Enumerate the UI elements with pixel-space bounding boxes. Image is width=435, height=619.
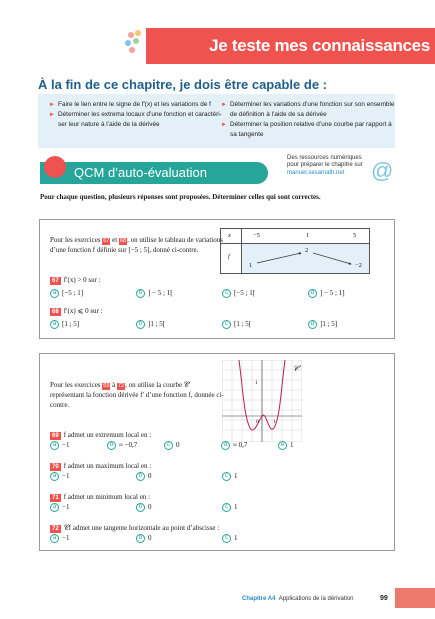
qcm-intro: Pour chaque question, plusieurs réponses…: [40, 193, 321, 201]
qcm-title: QCM d’auto-évaluation: [74, 165, 207, 180]
question-70: 70 f admet un maximum local en :: [50, 462, 152, 471]
resources-note: Des ressources numériques pour préparer …: [287, 155, 367, 177]
question-68: 68 f′(x) ⩽ 0 sur :: [50, 307, 103, 316]
option-69-d[interactable]: d ≈ 0,7: [221, 440, 247, 450]
qcm-circle-icon: [44, 156, 66, 178]
option-67-d[interactable]: d] − 5 ; 1]: [308, 288, 345, 298]
footer-chapter: Chapitre A4 Applications de la dérivatio…: [242, 596, 354, 602]
option-70-a[interactable]: a −1: [50, 471, 69, 481]
question-71: 71 f admet un minimum local en :: [50, 493, 151, 502]
objective-item: ► Déterminer les extrema locaux d’une fon…: [49, 111, 222, 118]
graph-origin: 0: [256, 419, 259, 425]
option-67-b[interactable]: b] − 5 ; 1[: [136, 288, 173, 298]
objective-item-cont: ser leur nature à l’aide de la dérivée: [58, 121, 160, 128]
objective-item-cont: de définition à l’aide de sa dérivée: [230, 111, 327, 118]
question-69: 69 f admet un extremum local en :: [50, 431, 152, 440]
footer-tab: [395, 588, 435, 608]
option-72-a[interactable]: a −1: [50, 533, 69, 543]
option-68-d[interactable]: d]1 ; 5]: [308, 319, 337, 329]
table-x-value: 1: [306, 232, 310, 239]
objective-item-cont: sa tangente: [230, 131, 264, 138]
option-68-c[interactable]: c [1 ; 5[: [222, 319, 251, 329]
table-f-value: −2: [355, 262, 362, 269]
exercise-box-69-72: Pour les exercices 69 à 72, on utilise l…: [39, 353, 395, 551]
decor-dots: [122, 28, 146, 64]
table-x-label: x: [228, 232, 231, 239]
question-72: 72 𝒞f admet une tangente horizontale au p…: [50, 524, 220, 533]
option-68-b[interactable]: b]1 ; 5[: [136, 319, 165, 329]
curve-label: 𝒞′: [293, 364, 301, 373]
resources-link[interactable]: manuel.sesamath.net: [287, 169, 345, 176]
derivative-graph: [222, 360, 302, 442]
page-title: Je teste mes connaissances: [209, 36, 430, 55]
option-67-c[interactable]: c [−5 ; 1[: [222, 288, 255, 298]
option-67-a[interactable]: a [−5 ; 1]: [50, 288, 83, 298]
objectives-box: ► Faire le lien entre le signe de f′(x) e…: [38, 94, 395, 148]
variation-arrows: [256, 252, 352, 265]
objective-item: ► Faire le lien entre le signe de f′(x) e…: [49, 101, 211, 108]
qcm-heading-bar: [40, 162, 268, 184]
option-71-a[interactable]: a −1: [50, 502, 69, 512]
table-f-label: f: [228, 253, 230, 260]
option-68-a[interactable]: a [1 ; 5]: [50, 319, 79, 329]
table-x-value: −5: [253, 232, 260, 239]
variation-table: x −5 1 5 f 1 2 −2: [220, 228, 370, 274]
at-icon: @: [371, 158, 394, 183]
question-67: 67 f′(x) > 0 sur :: [50, 276, 101, 285]
exercise-intro-text: Pour les exercices 69 à 72, on utilise l…: [50, 381, 224, 409]
graph-y-tick: 1: [255, 380, 258, 386]
table-x-value: 5: [353, 232, 357, 239]
table-f-value: 2: [305, 247, 309, 254]
graph-x-tick: 1: [273, 419, 276, 425]
option-69-a[interactable]: a −1: [50, 440, 69, 450]
header-banner: [146, 28, 435, 64]
option-69-b[interactable]: b ≈ −0,7: [107, 440, 137, 450]
objective-item: ► Déterminer les variations d’une fonctio…: [221, 101, 395, 108]
exercise-box-67-68: Pour les exercices 67 et 68, on utilise …: [39, 219, 395, 339]
page-number: 99: [380, 595, 388, 602]
exercise-intro-text: Pour les exercices 67 et 68, on utilise …: [50, 236, 223, 254]
objective-item: ► Déterminer la position relative d’une c…: [221, 121, 392, 128]
objectives-heading: À la fin de ce chapitre, je dois être ca…: [38, 77, 327, 92]
table-f-value: 1: [249, 262, 253, 269]
